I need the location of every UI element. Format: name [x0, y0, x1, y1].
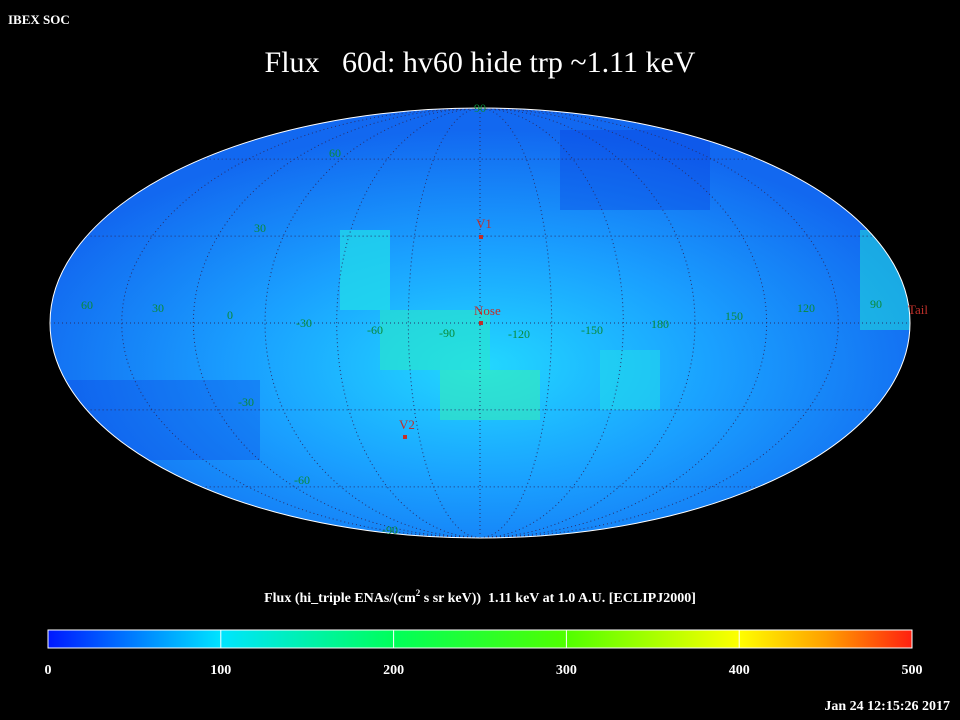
lon-label: 0 [227, 308, 233, 322]
patch [340, 230, 390, 310]
colorbar-tick-label: 100 [210, 663, 231, 678]
marker-label: V2 [399, 417, 415, 432]
colorbar-tick-label: 200 [383, 663, 404, 678]
superscript: 2 [416, 588, 421, 598]
marker-dot [403, 435, 407, 439]
graticule [50, 108, 910, 538]
marker-dot [479, 321, 483, 325]
lon-label: 150 [725, 309, 743, 323]
lat-label: 60 [329, 146, 341, 160]
lat-label: -60 [294, 473, 310, 487]
lon-labels: 60 30 0 -30 -60 -90 -120 -150 180 150 12… [81, 297, 882, 341]
lon-label: -120 [508, 327, 530, 341]
lat-label: 30 [254, 221, 266, 235]
label-part: Flux (hi_triple ENAs/(cm [264, 591, 416, 606]
patch [560, 130, 710, 210]
colorbar-tick-label: 300 [556, 663, 577, 678]
colorbar-ticks: 0 100 200 300 400 500 [45, 630, 923, 678]
colorbar [47, 629, 913, 649]
colorbar-tick-label: 500 [902, 663, 923, 678]
label-part: s sr keV)) 1.11 keV at 1.0 A.U. [ECLIPJ2… [420, 591, 696, 606]
lat-label: -30 [238, 395, 254, 409]
patch [60, 380, 260, 460]
lon-label: -90 [439, 326, 455, 340]
meridian [479, 108, 624, 538]
org: IBEX SOC [8, 12, 70, 27]
lon-label: 30 [152, 301, 164, 315]
meridian [336, 108, 481, 538]
lat-label: -90 [382, 523, 398, 537]
patch [860, 230, 910, 330]
lon-label: -150 [581, 323, 603, 337]
meridian [407, 108, 481, 538]
patch [380, 310, 490, 370]
marker-dot [479, 235, 483, 239]
lat-labels: 90 60 30 -30 -60 -90 [238, 101, 486, 537]
map-border [49, 107, 911, 539]
meridian [479, 108, 768, 538]
colorbar-label: Flux (hi_triple ENAs/(cm2 s sr keV)) 1.1… [264, 588, 696, 606]
marker-label: Nose [474, 303, 501, 318]
lon-label: 120 [797, 301, 815, 315]
lon-label: 60 [81, 298, 93, 312]
lon-label: 180 [651, 317, 669, 331]
meridian [479, 108, 696, 538]
patch [600, 350, 660, 410]
title: Flux 60d: hv60 hide trp ~1.11 keV [265, 46, 696, 79]
timestamp: Jan 24 12:15:26 2017 [824, 699, 950, 714]
lat-label: 90 [474, 101, 486, 115]
colorbar-tick-label: 0 [45, 663, 52, 678]
marker-label: Tail [908, 302, 928, 317]
patch [440, 370, 540, 420]
marker-label: V1 [476, 216, 492, 231]
lon-label: -60 [367, 323, 383, 337]
meridian [264, 108, 481, 538]
lon-label: -30 [296, 316, 312, 330]
markers: V1 Nose V2 Tail [399, 216, 928, 439]
lon-label: 90 [870, 297, 882, 311]
colorbar-tick-label: 400 [729, 663, 750, 678]
sky-map [50, 108, 910, 538]
